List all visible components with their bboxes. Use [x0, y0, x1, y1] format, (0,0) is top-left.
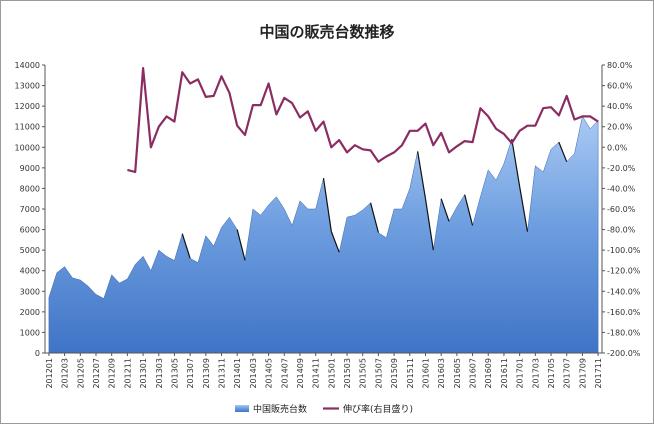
area-drop-edge — [519, 186, 529, 232]
x-tick-label: 201307 — [186, 358, 195, 389]
right-tick-label: -40.0% — [607, 184, 636, 193]
right-tick-label: 40.0% — [607, 102, 633, 111]
x-tick-label: 201207 — [92, 358, 101, 389]
right-tick-label: -160.0% — [607, 308, 641, 317]
x-tick-label: 201707 — [563, 358, 572, 389]
x-tick-label: 201611 — [500, 358, 509, 389]
area-drop-edge — [440, 198, 450, 222]
x-tick-label: 201603 — [437, 358, 446, 389]
x-tick-label: 201505 — [359, 358, 368, 389]
x-tick-label: 201501 — [327, 358, 336, 389]
x-tick-label: 201705 — [547, 358, 556, 389]
area-drop-edge — [181, 233, 191, 259]
x-tick-label: 201401 — [233, 358, 242, 389]
right-tick-label: 0.0% — [607, 143, 628, 152]
left-tick-label: 13000 — [15, 82, 40, 91]
legend-swatch-sales — [235, 405, 249, 412]
right-tick-label: -180.0% — [607, 328, 641, 337]
area-drop-edge — [424, 198, 434, 251]
x-tick-label: 201311 — [218, 358, 227, 389]
left-tick-label: 14000 — [15, 61, 40, 70]
right-tick-label: -20.0% — [607, 164, 636, 173]
area-drop-edge — [464, 194, 474, 226]
left-tick-label: 8000 — [20, 184, 40, 193]
x-tick-label: 201711 — [594, 358, 603, 389]
left-tick-label: 2000 — [20, 308, 40, 317]
x-tick-label: 201203 — [61, 358, 70, 389]
x-tick-label: 201209 — [108, 358, 117, 389]
x-tick-label: 201301 — [139, 358, 148, 389]
right-tick-label: 60.0% — [607, 82, 633, 91]
left-tick-label: 5000 — [20, 246, 40, 255]
area-drop-edge — [330, 231, 340, 253]
x-tick-label: 201511 — [406, 358, 415, 389]
x-tick-label: 201703 — [531, 358, 540, 389]
x-tick-label: 201403 — [249, 358, 258, 389]
left-tick-label: 6000 — [20, 226, 40, 235]
legend-label-growth: 伸び率(右目盛り) — [343, 403, 413, 415]
right-tick-label: 80.0% — [607, 61, 633, 70]
right-tick-label: -60.0% — [607, 205, 636, 214]
area-drop-edge — [236, 229, 246, 261]
x-tick-label: 201709 — [578, 358, 587, 389]
x-tick-label: 201407 — [280, 358, 289, 389]
x-tick-label: 201205 — [76, 358, 85, 389]
left-tick-label: 3000 — [20, 287, 40, 296]
area-drop-edge — [558, 141, 568, 162]
x-tick-label: 201309 — [202, 358, 211, 389]
right-tick-label: -200.0% — [607, 349, 641, 358]
right-tick-label: 20.0% — [607, 123, 633, 132]
left-tick-label: 12000 — [15, 102, 40, 111]
line-series-growth — [127, 67, 599, 174]
right-tick-label: -100.0% — [607, 246, 641, 255]
area-drop-edge — [369, 202, 379, 233]
area-drop-edge — [322, 178, 332, 232]
x-tick-label: 201303 — [155, 358, 164, 389]
left-tick-label: 1000 — [20, 328, 40, 337]
area-drop-edge — [511, 138, 521, 187]
area-series-sales — [48, 115, 599, 354]
x-tick-label: 201509 — [390, 358, 399, 389]
x-tick-label: 201607 — [469, 358, 478, 389]
x-tick-label: 201411 — [312, 358, 321, 389]
x-tick-label: 201201 — [45, 358, 54, 389]
area-drop-edge — [417, 151, 427, 199]
left-tick-label: 9000 — [20, 164, 40, 173]
left-tick-label: 4000 — [20, 267, 40, 276]
right-tick-label: -140.0% — [607, 287, 641, 296]
x-tick-label: 201305 — [170, 358, 179, 389]
left-tick-label: 0 — [35, 349, 40, 358]
legend-label-sales: 中国販売台数 — [253, 403, 307, 415]
chart-title: 中国の販売台数推移 — [259, 23, 394, 41]
right-tick-label: -120.0% — [607, 267, 641, 276]
x-tick-label: 201409 — [296, 358, 305, 389]
x-tick-label: 201507 — [374, 358, 383, 389]
right-tick-label: -80.0% — [607, 226, 636, 235]
x-tick-label: 201605 — [453, 358, 462, 389]
left-tick-label: 7000 — [20, 205, 40, 214]
x-tick-label: 201503 — [343, 358, 352, 389]
x-tick-label: 201701 — [516, 358, 525, 389]
left-tick-label: 10000 — [15, 143, 40, 152]
x-tick-label: 201601 — [421, 358, 430, 389]
x-tick-label: 201211 — [123, 358, 132, 389]
x-tick-label: 201609 — [484, 358, 493, 389]
x-tick-label: 201405 — [265, 358, 274, 389]
left-tick-label: 11000 — [15, 123, 40, 132]
